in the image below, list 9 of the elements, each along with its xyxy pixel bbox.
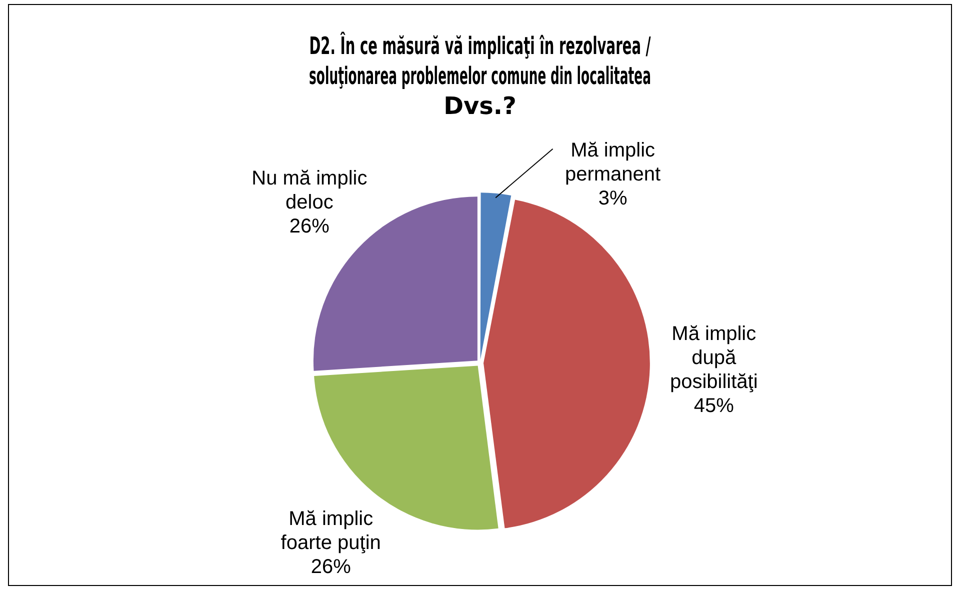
- data-label: 26%: [289, 215, 330, 238]
- data-label: 26%: [310, 556, 352, 578]
- slice-label: Nu mă implic deloc: [252, 167, 368, 214]
- slice-label: Mă implic foarte puţin: [280, 508, 381, 554]
- slice-label: Mă implic permanent: [564, 139, 662, 186]
- chart-title: D2. În ce măsură vă implicaţi în rezolvarea / soluţionarea problemelor comune din localitatea Dvs.?: [309, 30, 652, 120]
- data-label: 45%: [694, 394, 734, 417]
- slice-label: Mă implic după posibilităţi: [670, 322, 758, 393]
- data-label: 3%: [598, 187, 628, 210]
